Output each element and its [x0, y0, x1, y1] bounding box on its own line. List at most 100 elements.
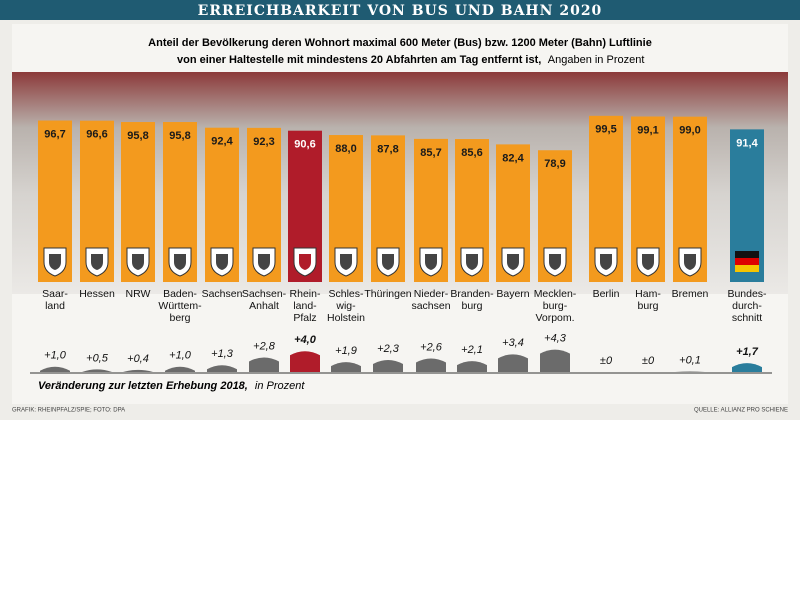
flag-stripe — [735, 258, 759, 265]
change-label: ±0 — [600, 355, 613, 367]
value-label: 87,8 — [377, 143, 398, 155]
change-bar — [373, 360, 403, 372]
coat-of-arms-detail — [642, 254, 654, 270]
change-label: +2,6 — [420, 341, 443, 353]
change-bar — [457, 361, 487, 372]
category-label: Bayern — [496, 288, 529, 300]
coat-of-arms-detail — [382, 254, 394, 270]
coat-of-arms-detail — [684, 254, 696, 270]
value-label: 92,4 — [211, 136, 233, 148]
change-label: +2,8 — [253, 340, 276, 352]
change-label: +1,0 — [169, 350, 192, 362]
category-label: Vorpom. — [535, 312, 574, 324]
category-label: Württem- — [158, 300, 202, 312]
value-label: 95,8 — [127, 130, 148, 142]
category-label: Sachsen — [202, 288, 243, 300]
change-bar — [40, 366, 70, 372]
change-bar — [82, 369, 112, 372]
value-label: 99,5 — [595, 124, 616, 136]
change-label: ±0 — [642, 355, 655, 367]
value-label: 95,8 — [169, 130, 190, 142]
coat-of-arms-detail — [49, 254, 61, 270]
title: ERREICHBARKEIT VON BUS UND BAHN 2020 — [198, 3, 603, 19]
change-bar — [123, 369, 153, 372]
coat-of-arms-detail — [425, 254, 437, 270]
value-label: 99,1 — [637, 124, 658, 136]
coat-of-arms-detail — [466, 254, 478, 270]
coat-of-arms-detail — [91, 254, 103, 270]
coat-of-arms-detail — [549, 254, 561, 270]
category-label: Holstein — [327, 312, 365, 324]
category-label: Sachsen- — [242, 288, 287, 300]
value-label: 91,4 — [736, 137, 758, 149]
change-bar — [498, 354, 528, 372]
category-label: Bremen — [672, 288, 709, 300]
change-label: +4,0 — [294, 334, 317, 346]
subtitle: Anteil der Bevölkerung deren Wohnort max… — [148, 37, 652, 49]
change-label: +4,3 — [544, 333, 567, 345]
category-label: burg — [637, 300, 658, 312]
category-label: NRW — [126, 288, 151, 300]
change-title: in Prozent — [255, 380, 305, 392]
value-label: 85,7 — [420, 147, 441, 159]
category-label: schnitt — [732, 312, 762, 324]
change-title: Veränderung zur letzten Erhebung 2018, — [38, 380, 248, 392]
value-label: 96,6 — [86, 129, 107, 141]
category-label: burg — [461, 300, 482, 312]
credit: GRAFIK: RHEINPFALZ/SPIE; FOTO: DPA — [12, 408, 125, 414]
category-label: Nieder- — [414, 288, 449, 300]
coat-of-arms-detail — [600, 254, 612, 270]
change-label: +0,5 — [86, 352, 109, 364]
category-label: land- — [293, 300, 317, 312]
coat-of-arms-detail — [216, 254, 228, 270]
change-label: +1,3 — [211, 348, 234, 360]
category-label: Anhalt — [249, 300, 279, 312]
category-label: berg — [169, 312, 190, 324]
change-label: +0,1 — [679, 354, 701, 366]
change-bar — [165, 366, 195, 372]
change-bar — [331, 362, 361, 372]
change-label: +3,4 — [502, 337, 524, 349]
change-label: +1,7 — [736, 346, 759, 358]
flag-stripe — [735, 265, 759, 272]
change-bar — [540, 349, 570, 372]
coat-of-arms-detail — [507, 254, 519, 270]
value-label: 85,6 — [461, 147, 482, 159]
category-label: Hessen — [79, 288, 115, 300]
coat-of-arms-detail — [299, 254, 311, 270]
change-bar — [416, 358, 446, 372]
value-label: 82,4 — [502, 152, 524, 164]
category-label: Pfalz — [293, 312, 316, 324]
change-label: +1,9 — [335, 345, 357, 357]
subtitle: von einer Haltestelle mit mindestens 20 … — [177, 54, 644, 66]
value-label: 99,0 — [679, 125, 700, 137]
subtitle: Angaben in Prozent — [548, 54, 645, 66]
value-label: 90,6 — [294, 139, 315, 151]
category-label: Schles- — [328, 288, 364, 300]
category-label: durch- — [732, 300, 762, 312]
category-label: Mecklen- — [534, 288, 577, 300]
change-bar — [732, 363, 762, 372]
category-label: sachsen — [411, 300, 450, 312]
category-label: Bundes- — [727, 288, 767, 300]
category-label: Rhein- — [290, 288, 321, 300]
change-label: +2,3 — [377, 343, 400, 355]
category-label: Saar- — [42, 288, 68, 300]
change-bar — [290, 351, 320, 372]
value-label: 92,3 — [253, 136, 274, 148]
category-label: burg- — [543, 300, 568, 312]
source: QUELLE: ALLIANZ PRO SCHIENE — [694, 408, 788, 414]
coat-of-arms-detail — [132, 254, 144, 270]
subtitle: von einer Haltestelle mit mindestens 20 … — [177, 54, 541, 66]
flag-stripe — [735, 251, 759, 258]
header-band — [0, 0, 800, 20]
category-label: Berlin — [593, 288, 620, 300]
value-label: 78,9 — [544, 158, 565, 170]
category-label: Baden- — [163, 288, 197, 300]
change-bar — [675, 371, 705, 372]
value-label: 96,7 — [44, 128, 65, 140]
change-label: +0,4 — [127, 353, 149, 365]
change-bar — [207, 365, 237, 372]
value-label: 88,0 — [335, 143, 356, 155]
